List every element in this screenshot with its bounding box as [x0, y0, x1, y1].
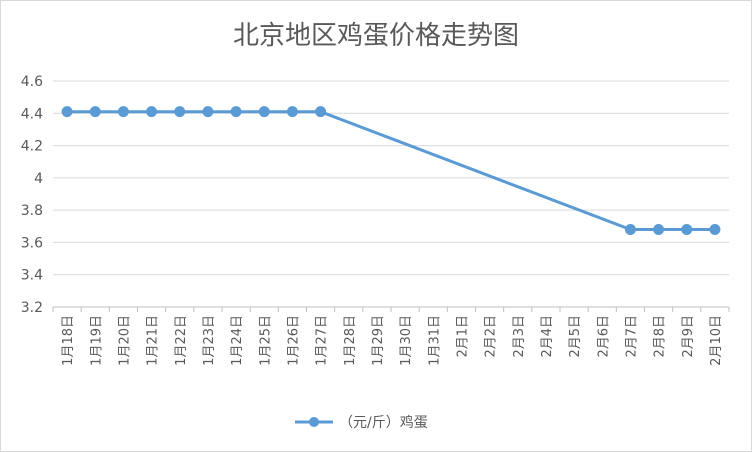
x-tick-label: 1月30日	[399, 315, 414, 366]
y-tick-label: 3.2	[21, 300, 43, 316]
x-tick-label: 2月10日	[709, 315, 724, 366]
x-tick-label: 2月8日	[653, 315, 668, 358]
y-tick-label: 3.6	[21, 235, 43, 251]
x-tick-label: 1月24日	[230, 315, 245, 366]
y-tick-label: 3.4	[21, 268, 43, 284]
data-point	[146, 106, 158, 118]
x-tick-label: 1月22日	[174, 315, 189, 366]
data-point	[286, 106, 298, 118]
x-tick-label: 2月5日	[568, 315, 583, 358]
y-tick-label: 3.8	[21, 203, 43, 219]
data-point	[681, 224, 693, 236]
x-tick-label: 1月20日	[117, 315, 132, 366]
data-point	[624, 224, 636, 236]
data-point	[202, 106, 214, 118]
x-tick-label: 1月23日	[202, 315, 217, 366]
x-tick-label: 2月2日	[484, 315, 499, 358]
y-tick-label: 4.4	[21, 106, 43, 122]
x-tick-label: 1月28日	[343, 315, 358, 366]
x-tick-label: 2月9日	[681, 315, 696, 358]
y-tick-label: 4.2	[21, 139, 43, 155]
legend-marker	[309, 417, 319, 427]
data-point	[258, 106, 270, 118]
x-tick-label: 2月7日	[624, 315, 639, 358]
x-tick-label: 1月31日	[427, 315, 442, 366]
data-point	[174, 106, 186, 118]
x-tick-label: 2月1日	[455, 315, 470, 358]
x-tick-label: 1月19日	[89, 315, 104, 366]
y-tick-label: 4	[34, 171, 43, 187]
x-tick-label: 1月21日	[146, 315, 161, 366]
data-point	[230, 106, 242, 118]
series-line	[67, 110, 715, 231]
chart-title: 北京地区鸡蛋价格走势图	[232, 21, 519, 51]
data-point	[89, 106, 101, 118]
x-tick-label: 2月4日	[540, 315, 555, 358]
x-tick-label: 1月18日	[61, 315, 76, 366]
x-tick-label: 1月27日	[315, 315, 330, 366]
data-point	[653, 224, 665, 236]
data-point	[61, 106, 73, 118]
data-point	[117, 106, 129, 118]
x-tick-label: 1月29日	[371, 315, 386, 366]
x-tick-label: 1月25日	[258, 315, 273, 366]
x-tick-label: 2月3日	[512, 315, 527, 358]
data-point	[709, 224, 721, 236]
x-tick-label: 2月6日	[596, 315, 611, 358]
x-tick-label: 1月26日	[286, 315, 301, 366]
data-point	[315, 106, 327, 118]
legend-label: （元/斤）鸡蛋	[339, 414, 428, 431]
y-tick-label: 4.6	[21, 74, 43, 90]
